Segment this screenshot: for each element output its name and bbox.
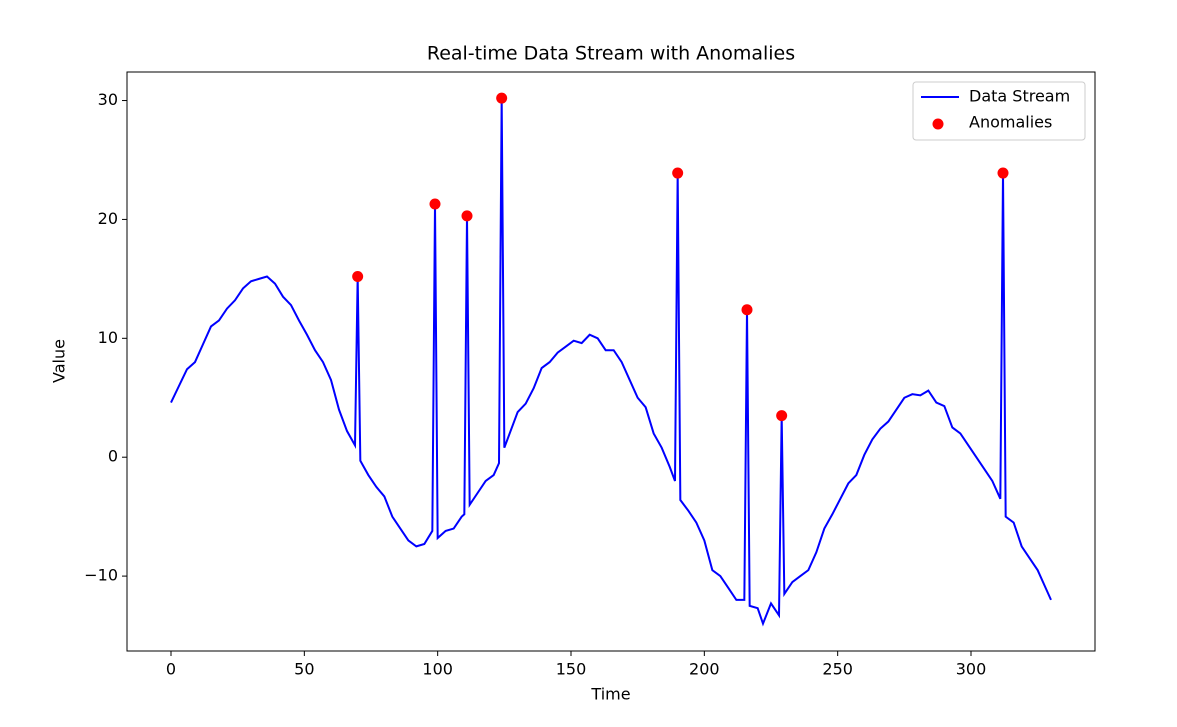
anomaly-point [352, 270, 364, 282]
y-axis-label: Value [50, 339, 69, 383]
anomaly-point [496, 92, 508, 104]
plot-frame [126, 71, 1096, 652]
x-tick-label: 50 [294, 660, 314, 679]
x-tick-label: 100 [422, 660, 453, 679]
anomaly-point [672, 167, 684, 179]
chart-title: Real-time Data Stream with Anomalies [427, 43, 795, 65]
x-tick-label: 200 [689, 660, 720, 679]
y-tick-label: −10 [84, 566, 118, 585]
legend-label: Data Stream [969, 87, 1070, 106]
anomaly-point [429, 198, 441, 210]
x-tick-label: 150 [556, 660, 587, 679]
x-tick-label: 250 [822, 660, 853, 679]
anomaly-point [461, 210, 473, 222]
anomaly-point [741, 304, 753, 316]
legend-marker [932, 118, 944, 130]
y-tick-label: 10 [98, 328, 118, 347]
data-line [170, 98, 1052, 627]
y-tick-label: 30 [98, 90, 118, 109]
anomaly-point [997, 167, 1009, 179]
y-tick-label: 0 [108, 447, 118, 466]
y-tick-label: 20 [98, 209, 118, 228]
x-tick-label: 0 [166, 660, 176, 679]
anomaly-point [776, 410, 788, 422]
x-tick-label: 300 [956, 660, 987, 679]
legend-label: Anomalies [969, 113, 1052, 132]
x-axis-label: Time [590, 685, 630, 704]
